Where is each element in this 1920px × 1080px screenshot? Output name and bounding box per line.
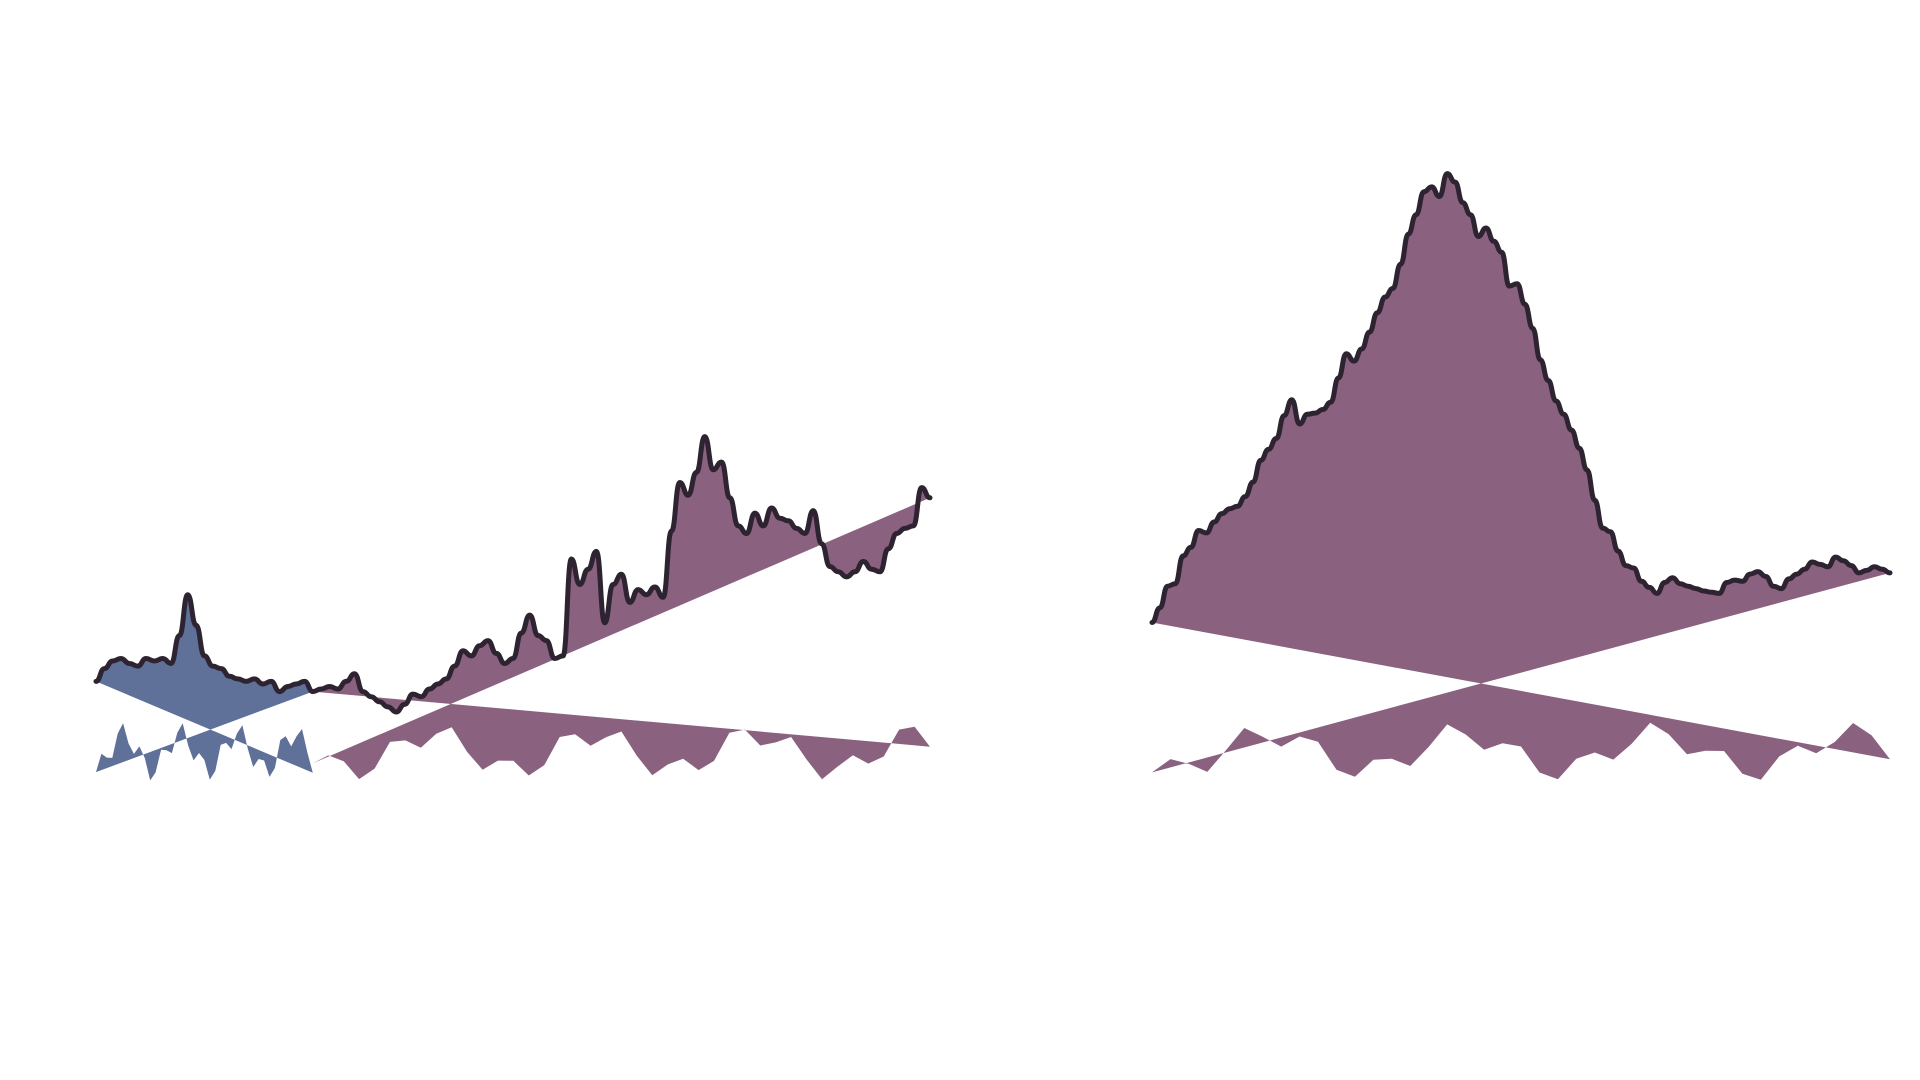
area-fill-left-purple (312, 436, 930, 780)
series-line-right (1149, 171, 1893, 625)
series-line-left (93, 434, 933, 715)
area-fill-left-blue (96, 594, 313, 781)
plot-area (93, 171, 1893, 781)
area-fill-right-purple (1152, 173, 1890, 780)
